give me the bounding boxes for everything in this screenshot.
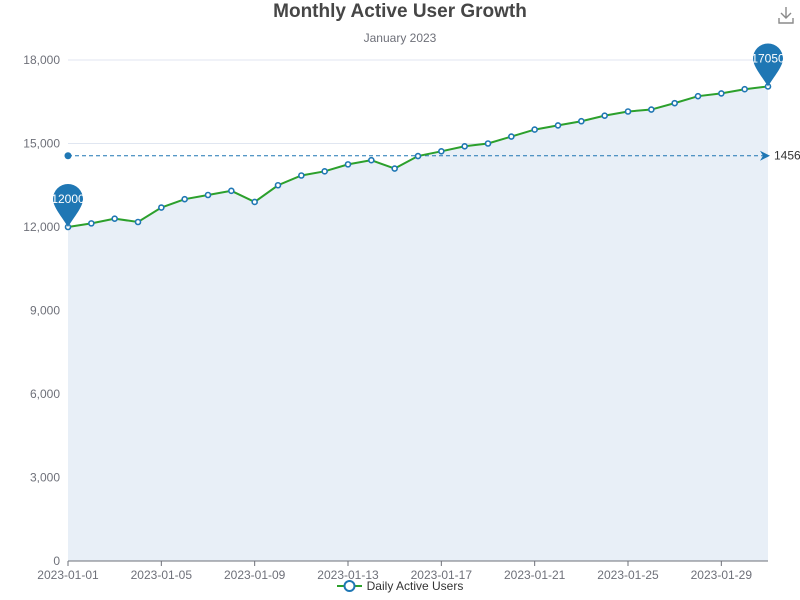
- mark-line-label: 1456: [774, 149, 800, 163]
- data-point: [251, 198, 258, 206]
- data-point: [181, 195, 188, 203]
- data-point: [648, 106, 655, 113]
- data-point: [438, 147, 445, 155]
- chart-subtitle: January 2023: [363, 31, 437, 45]
- y-tick-label: 15,000: [23, 137, 60, 151]
- data-point: [88, 220, 95, 227]
- y-tick-label: 12,000: [23, 220, 60, 234]
- mark-point-pin: [753, 43, 783, 87]
- x-tick-label: 2023-01-09: [224, 568, 286, 582]
- data-point: [671, 99, 678, 107]
- data-point: [554, 122, 562, 129]
- data-point: [601, 112, 608, 119]
- data-point: [368, 156, 375, 164]
- mark-point-pin: [53, 184, 83, 227]
- data-point: [274, 181, 282, 189]
- mark-point-label: 17050: [751, 51, 785, 65]
- x-tick-label: 2023-01-21: [504, 568, 566, 582]
- x-tick-label: 2023-01-05: [131, 568, 193, 582]
- legend-line-icon: [336, 580, 362, 592]
- y-tick-label: 6,000: [30, 387, 60, 401]
- x-tick-label: 2023-01-13: [317, 568, 379, 582]
- data-point: [158, 204, 165, 211]
- data-point: [391, 165, 398, 172]
- y-tick-label: 18,000: [23, 53, 60, 67]
- data-point: [741, 85, 748, 93]
- data-point: [344, 161, 352, 168]
- data-point: [718, 90, 725, 97]
- x-tick-label: 2023-01-01: [37, 568, 99, 582]
- data-point: [204, 191, 212, 199]
- series-area: [68, 86, 768, 562]
- data-point: [321, 168, 328, 175]
- data-point: [531, 126, 538, 133]
- mark-point-label: 12000: [51, 192, 85, 206]
- y-tick-label: 9,000: [30, 304, 60, 318]
- legend[interactable]: Daily Active Users: [0, 579, 800, 593]
- data-point: [508, 133, 515, 140]
- data-point: [228, 187, 235, 195]
- y-tick-label: 0: [53, 554, 60, 568]
- data-point: [414, 152, 422, 160]
- data-point: [694, 92, 702, 100]
- data-point: [298, 172, 305, 179]
- chart-title: Monthly Active User Growth: [273, 1, 527, 22]
- data-point: [578, 117, 585, 125]
- legend-label: Daily Active Users: [366, 579, 464, 593]
- x-tick-label: 2023-01-17: [411, 568, 473, 582]
- y-tick-label: 3,000: [30, 471, 60, 485]
- x-tick-label: 2023-01-29: [691, 568, 753, 582]
- data-point: [624, 108, 632, 115]
- mark-line-start: [64, 152, 72, 160]
- mark-line-arrow: [760, 150, 770, 161]
- data-point: [461, 142, 468, 150]
- data-point: [111, 215, 118, 222]
- data-point: [134, 218, 142, 226]
- data-point: [484, 140, 492, 147]
- download-icon[interactable]: [776, 5, 796, 25]
- x-tick-label: 2023-01-25: [597, 568, 659, 582]
